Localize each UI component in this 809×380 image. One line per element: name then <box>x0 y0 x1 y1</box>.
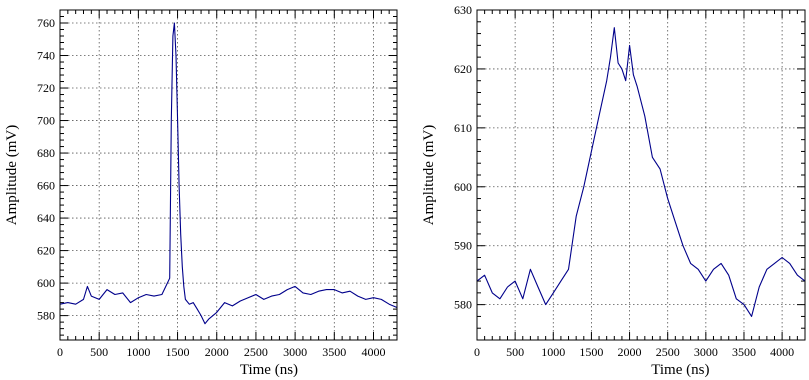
right-chart-x-tick-labels: 0 500 1000 1500 2000 2500 3000 3500 4000 <box>474 345 794 359</box>
left-chart-panel: 0 500 1000 1500 2000 2500 3000 3500 4000 580 600 6… <box>0 0 400 380</box>
left-chart-y-tick-label: 720 <box>37 81 55 95</box>
right-chart-y-tick-labels: 580 590 600 610 620 630 <box>454 3 472 312</box>
right-chart-y-tick-label: 630 <box>454 3 472 17</box>
left-chart-y-tick-label: 620 <box>37 244 55 258</box>
right-chart-x-tick-label: 500 <box>506 345 524 359</box>
right-chart-background <box>400 0 809 380</box>
left-chart-x-tick-label: 3500 <box>322 345 346 359</box>
left-chart-y-tick-labels: 580 600 620 640 660 680 700 720 740 760 <box>37 16 55 323</box>
right-chart-x-tick-label: 1000 <box>541 345 565 359</box>
right-chart-x-tick-label: 3500 <box>732 345 756 359</box>
left-chart-amplitude-trace <box>59 22 398 325</box>
left-chart-x-tick-label: 4000 <box>361 345 385 359</box>
right-chart-x-tick-label: 1500 <box>579 345 603 359</box>
right-chart-y-tick-label: 600 <box>454 180 472 194</box>
left-chart-y-tick-label: 760 <box>37 16 55 30</box>
right-chart-panel: 0 500 1000 1500 2000 2500 3000 3500 4000 580 590 6… <box>400 0 809 380</box>
right-chart-y-axis-title: Amplitude (mV) <box>421 125 437 225</box>
left-chart-y-tick-label: 600 <box>37 276 55 290</box>
left-chart-x-tick-label: 2500 <box>244 345 268 359</box>
left-chart-x-tick-label: 2000 <box>205 345 229 359</box>
left-chart-x-tick-label: 1500 <box>166 345 190 359</box>
left-chart-x-axis-title: Time (ns) <box>240 362 298 378</box>
left-chart-x-tick-labels: 0 500 1000 1500 2000 2500 3000 3500 4000 <box>57 345 385 359</box>
left-chart-x-tick-label: 0 <box>57 345 63 359</box>
left-chart-y-tick-label: 740 <box>37 49 55 63</box>
left-chart-y-tick-label: 680 <box>37 146 55 160</box>
right-chart-y-tick-label: 590 <box>454 239 472 253</box>
left-chart-x-tick-label: 3000 <box>283 345 307 359</box>
right-chart-x-tick-label: 0 <box>474 345 480 359</box>
right-chart-amplitude-trace <box>476 27 806 317</box>
right-chart-y-tick-label: 620 <box>454 62 472 76</box>
left-chart-y-tick-label: 700 <box>37 114 55 128</box>
right-chart-frame <box>476 9 806 341</box>
left-chart-frame <box>59 9 398 341</box>
right-chart-x-tick-label: 2500 <box>656 345 680 359</box>
left-chart-y-axis-title: Amplitude (mV) <box>4 125 20 225</box>
left-chart-y-tick-label: 580 <box>37 309 55 323</box>
left-chart-y-tick-label: 640 <box>37 211 55 225</box>
left-chart-x-tick-label: 500 <box>90 345 108 359</box>
left-chart-grid <box>60 10 397 340</box>
right-chart-x-tick-label: 2000 <box>618 345 642 359</box>
left-chart-ticks <box>59 9 398 340</box>
right-chart-series <box>476 27 806 317</box>
left-chart-series <box>59 22 398 325</box>
right-chart-x-axis-title: Time (ns) <box>651 362 709 378</box>
right-chart-x-tick-label: 3000 <box>694 345 718 359</box>
right-chart-y-tick-label: 610 <box>454 121 472 135</box>
right-chart-x-tick-label: 4000 <box>770 345 794 359</box>
left-chart-background <box>0 0 400 380</box>
left-chart-x-tick-label: 1000 <box>126 345 150 359</box>
right-chart-ticks <box>476 9 806 341</box>
left-chart-y-tick-label: 660 <box>37 179 55 193</box>
right-chart-y-tick-label: 580 <box>454 298 472 312</box>
